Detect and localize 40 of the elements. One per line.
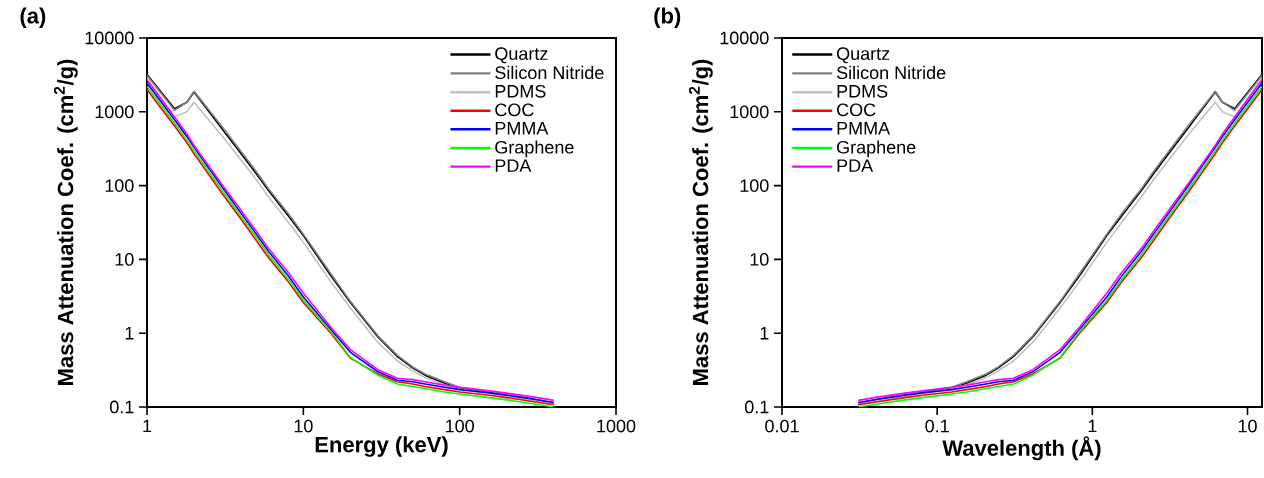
x-tick-label: 1000: [597, 419, 636, 433]
x-tick-label: 1: [1088, 419, 1097, 433]
legend-label: Quartz: [495, 47, 548, 64]
x-axis-title: Wavelength (Å): [942, 436, 1101, 461]
x-tick-label: 10: [294, 419, 313, 433]
chart-title: (b): [654, 7, 681, 28]
y-tick-label: 10: [750, 253, 769, 266]
x-axis-title: Energy (keV): [315, 436, 448, 457]
y-tick-label: 10000: [720, 31, 769, 45]
legend-label: PDMS: [837, 84, 888, 98]
legend-label: PMMA: [495, 122, 549, 135]
x-tick-label: 0.1: [925, 419, 949, 433]
legend-label: Quartz: [836, 47, 890, 64]
y-tick-label: 1000: [95, 105, 134, 119]
legend-label: Silicon Nitride: [495, 65, 604, 80]
legend-label: Graphene: [495, 140, 574, 158]
y-tick-label: 100: [740, 179, 769, 192]
y-tick-label: 100: [105, 179, 134, 192]
chart-title: (a): [20, 7, 46, 28]
y-tick-label: 1: [125, 327, 134, 340]
legend-label: PMMA: [837, 122, 891, 135]
y-axis-title: Mass Attenuation Coef. (cm$^{2}$/g): [53, 59, 78, 385]
legend-label: COC: [837, 103, 876, 117]
y-tick-label: 1000: [730, 105, 769, 119]
x-tick-label: 1: [143, 419, 152, 433]
legend-label: PDMS: [495, 84, 546, 98]
x-tick-label: 10: [1238, 419, 1257, 433]
legend-label: PDA: [837, 159, 874, 172]
x-tick-label: 100: [446, 419, 474, 433]
legend-label: PDA: [495, 159, 532, 172]
x-tick-label: 0.01: [765, 419, 799, 433]
y-axis-title: Mass Attenuation Coef. (cm$^{2}$/g): [688, 59, 713, 385]
y-tick-label: 10000: [85, 31, 134, 45]
legend-label: Silicon Nitride: [836, 65, 946, 80]
legend-label: COC: [495, 103, 534, 117]
y-tick-label: 0.1: [110, 400, 134, 414]
y-tick-label: 10: [115, 253, 134, 266]
y-tick-label: 1: [760, 327, 769, 340]
legend-label: Graphene: [837, 140, 916, 158]
y-tick-label: 0.1: [744, 400, 769, 414]
